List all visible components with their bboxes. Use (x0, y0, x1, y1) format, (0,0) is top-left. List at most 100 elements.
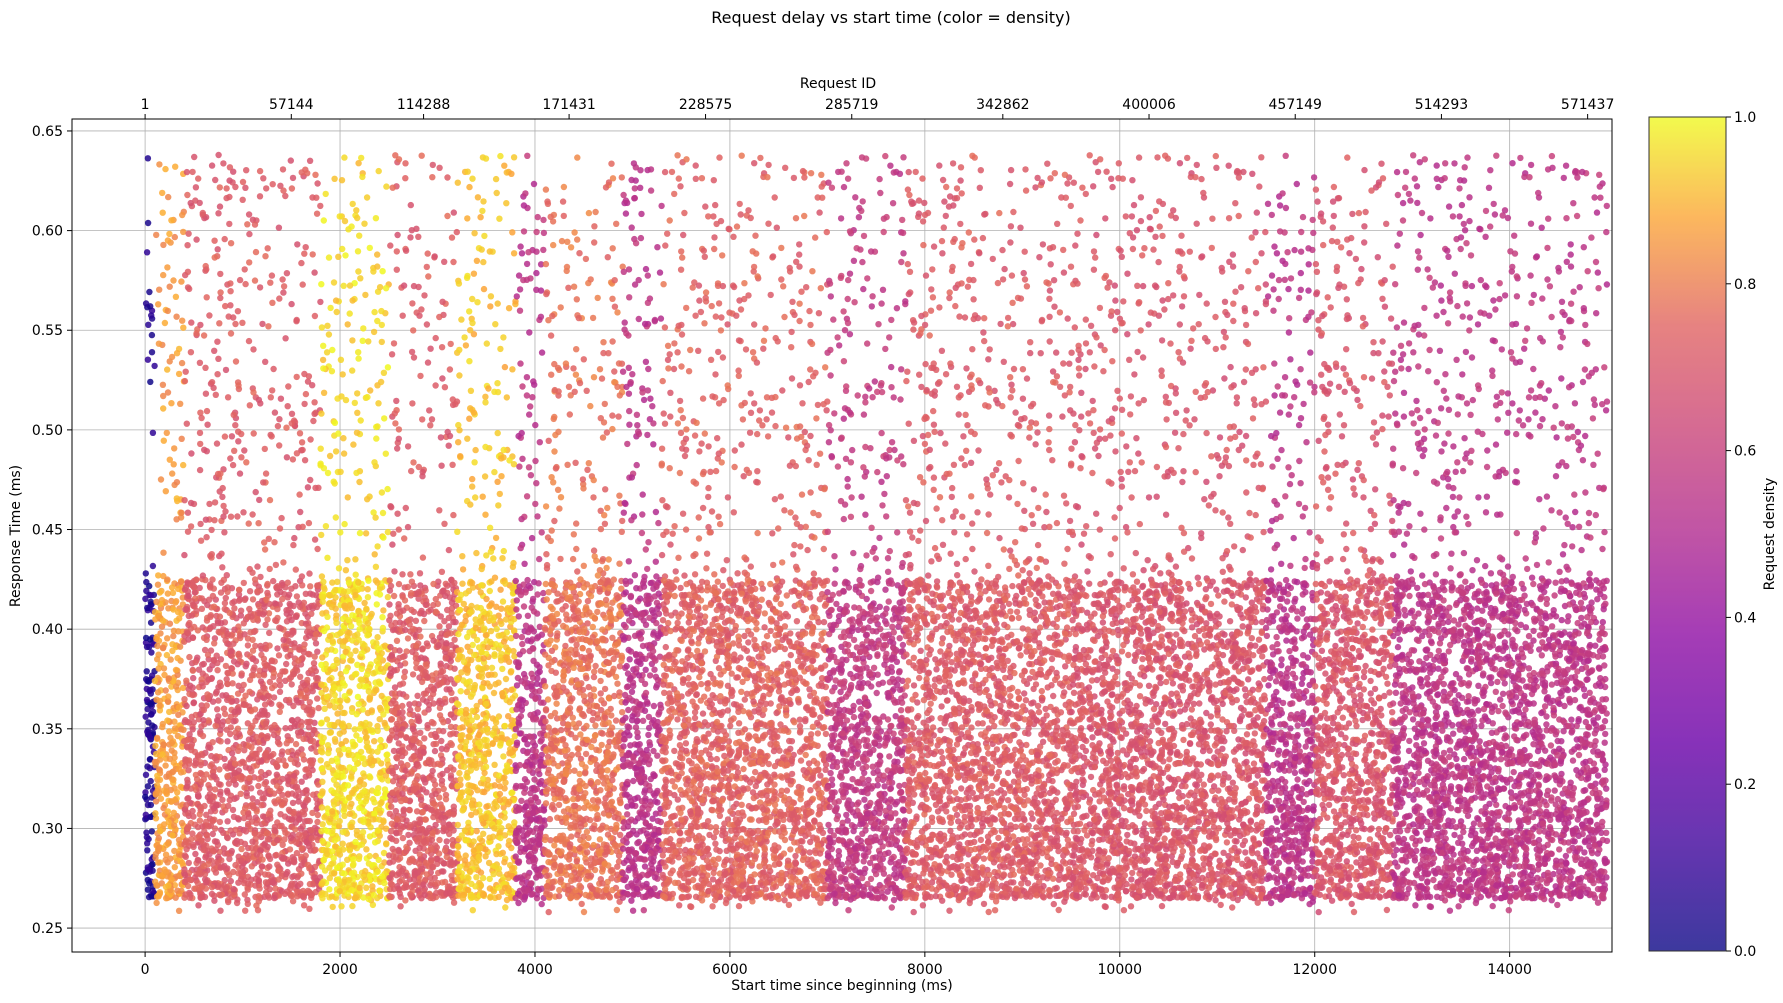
scatter-point (441, 847, 449, 854)
scatter-point (338, 794, 346, 802)
scatter-point (432, 334, 439, 342)
scatter-point (335, 253, 342, 260)
scatter-point (375, 167, 382, 175)
scatter-point (307, 476, 314, 484)
scatter-point (147, 686, 154, 694)
scatter-point (182, 758, 189, 765)
scatter-point (223, 726, 230, 733)
scatter-point (214, 371, 221, 378)
scatter-point (500, 638, 508, 645)
scatter-point (305, 519, 313, 527)
scatter-point (473, 549, 480, 557)
scatter-point (501, 774, 508, 781)
scatter-point (419, 646, 426, 653)
scatter-point (183, 605, 190, 613)
scatter-point (379, 509, 387, 517)
scatter-point (192, 850, 199, 858)
scatter-point (363, 884, 370, 891)
scatter-point (409, 400, 416, 407)
scatter-point (428, 836, 436, 844)
scatter-point (280, 283, 288, 290)
scatter-point (184, 242, 191, 249)
scatter-point (457, 743, 464, 751)
scatter-point (224, 896, 232, 904)
scatter-point (389, 845, 396, 853)
scatter-point (356, 884, 363, 892)
scatter-point (319, 598, 326, 605)
scatter-point (285, 806, 293, 813)
scatter-point (370, 816, 377, 823)
scatter-point (187, 876, 194, 883)
scatter-point (438, 745, 445, 752)
scatter-point (189, 691, 196, 699)
scatter-point (461, 334, 468, 341)
scatter-point (299, 892, 307, 900)
scatter-point (254, 563, 261, 570)
scatter-point (162, 488, 169, 495)
scatter-point (510, 461, 518, 468)
scatter-point (199, 751, 206, 759)
scatter-point (485, 859, 493, 867)
scatter-point (201, 871, 209, 878)
scatter-point (469, 690, 476, 697)
scatter-point (146, 765, 154, 772)
scatter-point (298, 845, 305, 852)
scatter-point (357, 417, 364, 424)
scatter-point (252, 248, 260, 256)
scatter-point (373, 789, 380, 796)
scatter-point (444, 212, 451, 220)
scatter-point (289, 816, 296, 823)
scatter-point (215, 151, 222, 159)
scatter-point (388, 803, 395, 810)
scatter-point (335, 747, 342, 754)
scatter-point (411, 779, 419, 786)
scatter-point (282, 725, 289, 732)
scatter-point (492, 534, 500, 542)
scatter-point (378, 650, 385, 657)
scatter-point (199, 572, 207, 579)
scatter-point (401, 673, 408, 681)
scatter-point (395, 526, 402, 533)
scatter-point (372, 563, 380, 570)
scatter-point (242, 907, 249, 914)
scatter-point (328, 893, 335, 900)
scatter-point (445, 546, 453, 554)
scatter-point (379, 268, 386, 275)
scatter-point (297, 673, 304, 680)
scatter-point (275, 796, 282, 803)
scatter-point (361, 728, 369, 736)
scatter-point (482, 763, 490, 770)
scatter-point (368, 727, 376, 734)
scatter-point (482, 155, 490, 162)
scatter-point (430, 800, 438, 807)
scatter-point (290, 629, 297, 636)
scatter-point (227, 330, 235, 337)
scatter-point (364, 671, 371, 678)
scatter-point (372, 514, 379, 521)
scatter-point (311, 312, 319, 320)
scatter-point (178, 819, 186, 827)
scatter-point (408, 606, 415, 614)
scatter-point (387, 643, 394, 651)
scatter-point (240, 509, 247, 516)
scatter-point (221, 235, 228, 243)
scatter-point (248, 844, 255, 852)
scatter-point (268, 272, 276, 279)
scatter-point (469, 707, 476, 714)
scatter-point (399, 571, 406, 578)
scatter-point (275, 652, 283, 659)
scatter-point (501, 363, 509, 371)
scatter-point (154, 689, 162, 696)
scatter-point (289, 892, 296, 899)
scatter-point (319, 790, 326, 797)
scatter-point (173, 479, 181, 486)
scatter-point (494, 429, 501, 437)
scatter-point (305, 632, 313, 639)
scatter-point (203, 831, 211, 839)
scatter-point (162, 165, 169, 173)
scatter-point (456, 427, 463, 434)
scatter-point (306, 817, 313, 825)
scatter-point (196, 817, 204, 824)
scatter-point (364, 620, 372, 627)
scatter-point (398, 876, 405, 884)
